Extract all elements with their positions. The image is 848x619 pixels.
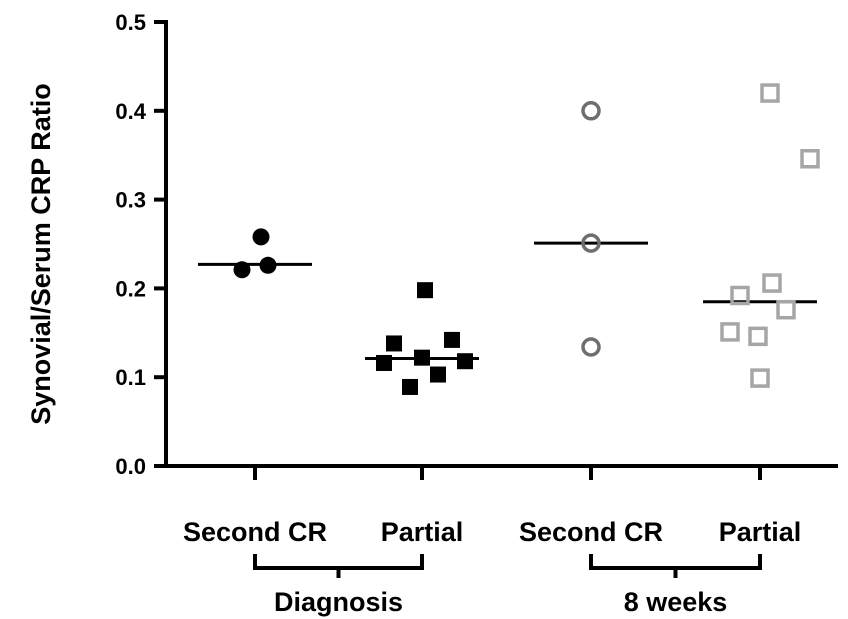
y-axis-title: Synovial/Serum CRP Ratio	[26, 83, 56, 425]
data-point-open-square	[760, 83, 780, 103]
data-point-square	[430, 366, 446, 383]
data-point-circle	[233, 261, 251, 279]
data-point-square	[414, 349, 430, 366]
category-label: Partial	[381, 517, 464, 547]
data-point-open-square	[750, 368, 770, 388]
group-bracket	[253, 554, 424, 570]
data-point-square	[444, 331, 460, 348]
y-axis-title-group: Synovial/Serum CRP Ratio	[26, 83, 56, 425]
axes: 0.0 0.1 0.2 0.3 0.4 0.5	[115, 10, 838, 480]
data-point-open-square	[762, 273, 782, 293]
data-point-square	[376, 354, 392, 371]
y-tick-label: 0.0	[115, 454, 146, 479]
y-tick-label: 0.4	[115, 99, 146, 124]
data-point-open-square	[800, 149, 820, 169]
category-label: Partial	[719, 517, 802, 547]
y-tick-label: 0.1	[115, 365, 146, 390]
category-label: Second CR	[519, 517, 663, 547]
chart-marks	[198, 83, 820, 395]
category-label: Second CR	[183, 517, 327, 547]
data-point-open-circle	[581, 101, 601, 121]
y-tick-label: 0.5	[115, 10, 146, 35]
data-point-circle	[259, 256, 277, 274]
data-point-circle	[252, 228, 270, 246]
group-label: Diagnosis	[274, 587, 403, 617]
data-point-open-square	[720, 322, 740, 342]
y-tick-label: 0.2	[115, 276, 146, 301]
data-point-open-square	[776, 299, 796, 320]
data-point-open-square	[730, 285, 750, 306]
group-label: 8 weeks	[624, 587, 728, 617]
data-point-square	[417, 282, 433, 299]
data-point-square	[457, 353, 473, 370]
y-tick-label: 0.3	[115, 188, 146, 213]
category-labels: Second CR Partial Second CR Partial Diagnosi…	[183, 517, 801, 617]
data-point-open-circle	[581, 337, 601, 357]
data-point-square	[402, 378, 418, 395]
data-point-open-circle	[581, 233, 601, 253]
group-bracket	[589, 554, 762, 570]
data-point-open-square	[748, 326, 768, 347]
data-point-square	[386, 335, 402, 352]
